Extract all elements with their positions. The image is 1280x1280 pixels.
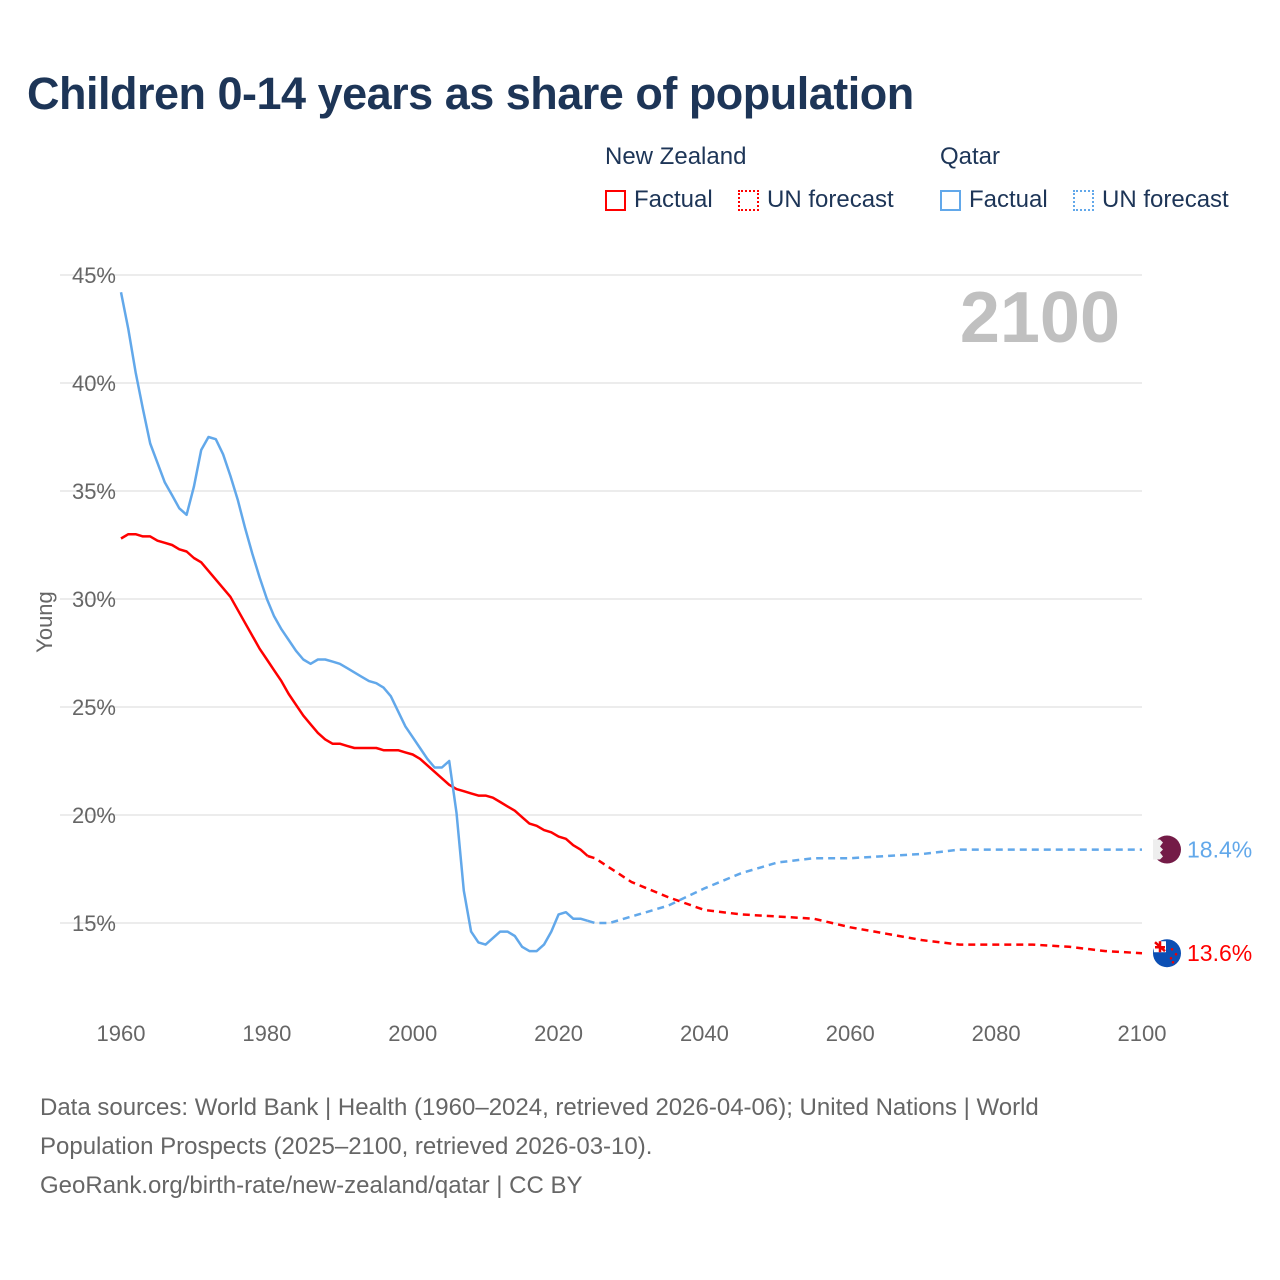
legend-group-qatar: Qatar (940, 143, 1001, 170)
y-tick-label: 35% (72, 479, 116, 504)
legend-qatar-forecast[interactable]: UN forecast (1073, 186, 1229, 214)
x-tick-label: 2000 (388, 1021, 437, 1046)
legend-swatch-dotted (738, 189, 759, 211)
end-value-label-new-zealand: 13.6% (1187, 940, 1252, 966)
legend-qatar-factual[interactable]: Factual (940, 186, 1048, 214)
x-tick-label: 2060 (826, 1021, 875, 1046)
x-tick-label: 1980 (242, 1021, 291, 1046)
legend-group-new-zealand: New Zealand (605, 143, 747, 170)
x-tick-label: 2040 (680, 1021, 729, 1046)
legend-swatch-dotted (1073, 189, 1094, 211)
footer-sources: Data sources: World Bank | Health (1960–… (40, 1088, 1240, 1205)
y-tick-label: 15% (72, 911, 116, 936)
legend-nz-forecast[interactable]: UN forecast (738, 186, 894, 214)
legend-label: UN forecast (767, 186, 894, 213)
series-line-new-zealand-forecast (587, 854, 1143, 955)
x-tick-label: 1960 (97, 1021, 146, 1046)
y-tick-label: 25% (72, 695, 116, 720)
qatar-flag-icon (1153, 835, 1181, 864)
series-line-new-zealand-factual (120, 532, 589, 857)
y-tick-label: 20% (72, 803, 116, 828)
x-tick-label: 2080 (972, 1021, 1021, 1046)
new-zealand-flag-icon (1153, 939, 1181, 968)
y-tick-label: 40% (72, 371, 116, 396)
legend-label: UN forecast (1102, 186, 1229, 213)
chart-title: Children 0-14 years as share of populati… (27, 68, 914, 119)
legend-label: Factual (634, 186, 713, 213)
y-tick-label: 45% (72, 263, 116, 288)
footer-link[interactable]: GeoRank.org/birth-rate/new-zealand/qatar… (40, 1172, 583, 1199)
legend-swatch-solid (940, 189, 961, 211)
legend-nz-factual[interactable]: Factual (605, 186, 713, 214)
y-tick-label: 30% (72, 587, 116, 612)
year-overlay: 2100 (960, 278, 1120, 358)
line-chart: 15% 20% 25% 30% 35% 40% 45% 1960 1980 2000 2020 204… (32, 263, 1252, 1046)
series-line-qatar-forecast (587, 848, 1142, 925)
x-tick-label: 2020 (534, 1021, 583, 1046)
legend-swatch-solid (605, 189, 626, 211)
legend-label: Factual (969, 186, 1048, 213)
end-value-label-qatar: 18.4% (1187, 837, 1252, 863)
footer-line: Data sources: World Bank | Health (1960–… (40, 1094, 1039, 1121)
series-line-qatar-factual (119, 292, 589, 953)
x-tick-label: 2100 (1118, 1021, 1167, 1046)
y-axis-label: Young (32, 591, 57, 653)
footer-line: Population Prospects (2025–2100, retriev… (40, 1133, 653, 1160)
